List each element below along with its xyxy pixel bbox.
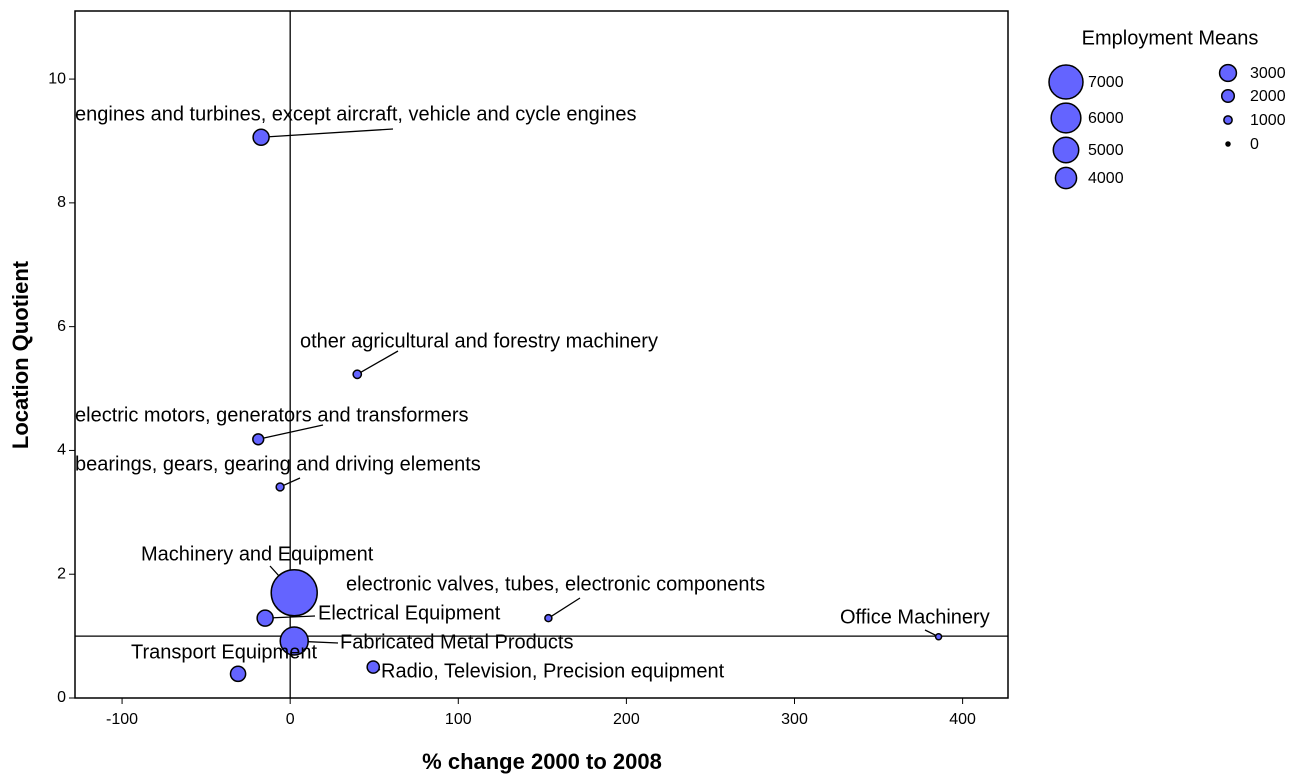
point-label: Fabricated Metal Products bbox=[340, 631, 573, 653]
legend-label: 7000 bbox=[1088, 74, 1124, 91]
legend-label: 0 bbox=[1250, 136, 1259, 153]
x-axis-title: % change 2000 to 2008 bbox=[422, 749, 662, 774]
point-label: electronic valves, tubes, electronic com… bbox=[346, 573, 765, 595]
point-label: other agricultural and forestry machiner… bbox=[300, 330, 658, 352]
leader-line bbox=[258, 424, 324, 440]
legend-bubble bbox=[1218, 63, 1238, 83]
point-label: Radio, Television, Precision equipment bbox=[381, 660, 725, 682]
x-tick-label: 400 bbox=[949, 711, 976, 728]
leader-line bbox=[356, 350, 399, 375]
x-tick-label: -100 bbox=[106, 711, 138, 728]
bubble bbox=[252, 128, 270, 147]
y-tick-label: 0 bbox=[57, 689, 66, 706]
bubble bbox=[352, 369, 363, 380]
y-tick-label: 10 bbox=[48, 70, 66, 87]
legend-bubble bbox=[1225, 141, 1231, 147]
x-tick-label: 100 bbox=[445, 711, 472, 728]
y-axis-title: Location Quotient bbox=[8, 260, 33, 449]
legend-label: 1000 bbox=[1250, 112, 1286, 129]
legend-bubble bbox=[1223, 115, 1233, 125]
y-tick-label: 8 bbox=[57, 194, 66, 211]
legend-label: 3000 bbox=[1250, 65, 1286, 82]
leader-line bbox=[548, 597, 581, 619]
legend-bubble bbox=[1220, 88, 1236, 104]
legend-bubble bbox=[1050, 102, 1082, 134]
x-tick-label: 0 bbox=[286, 711, 295, 728]
bubble bbox=[270, 569, 318, 617]
leader-line bbox=[261, 128, 394, 138]
plot-frame bbox=[74, 10, 1009, 699]
point-label: electric motors, generators and transfor… bbox=[75, 404, 469, 426]
y-tick-label: 4 bbox=[57, 442, 66, 459]
point-label: Office Machinery bbox=[840, 606, 990, 628]
point-label: engines and turbines, except aircraft, v… bbox=[75, 103, 636, 125]
legend-title: Employment Means bbox=[1082, 27, 1259, 49]
bubble bbox=[229, 665, 247, 683]
bubble bbox=[366, 660, 381, 674]
point-label: Machinery and Equipment bbox=[141, 543, 374, 565]
legend-label: 4000 bbox=[1088, 170, 1124, 187]
point-label: bearings, gears, gearing and driving ele… bbox=[75, 453, 481, 475]
legend-label: 5000 bbox=[1088, 142, 1124, 159]
legend-label: 2000 bbox=[1250, 88, 1286, 105]
point-label: Electrical Equipment bbox=[318, 602, 501, 624]
y-tick-label: 2 bbox=[57, 565, 66, 582]
bubble bbox=[275, 482, 285, 492]
point-label: Transport Equipment bbox=[131, 641, 317, 663]
y-tick-label: 6 bbox=[57, 318, 66, 335]
bubble bbox=[544, 613, 553, 623]
legend-bubble bbox=[1048, 64, 1084, 100]
x-tick-label: 200 bbox=[613, 711, 640, 728]
bubble bbox=[252, 433, 265, 446]
legend-label: 6000 bbox=[1088, 110, 1124, 127]
x-tick-label: 300 bbox=[781, 711, 808, 728]
legend-bubble bbox=[1054, 166, 1078, 190]
bubble bbox=[279, 626, 309, 656]
bubble bbox=[256, 609, 274, 627]
bubble bbox=[934, 632, 943, 641]
legend-bubble bbox=[1052, 136, 1080, 164]
